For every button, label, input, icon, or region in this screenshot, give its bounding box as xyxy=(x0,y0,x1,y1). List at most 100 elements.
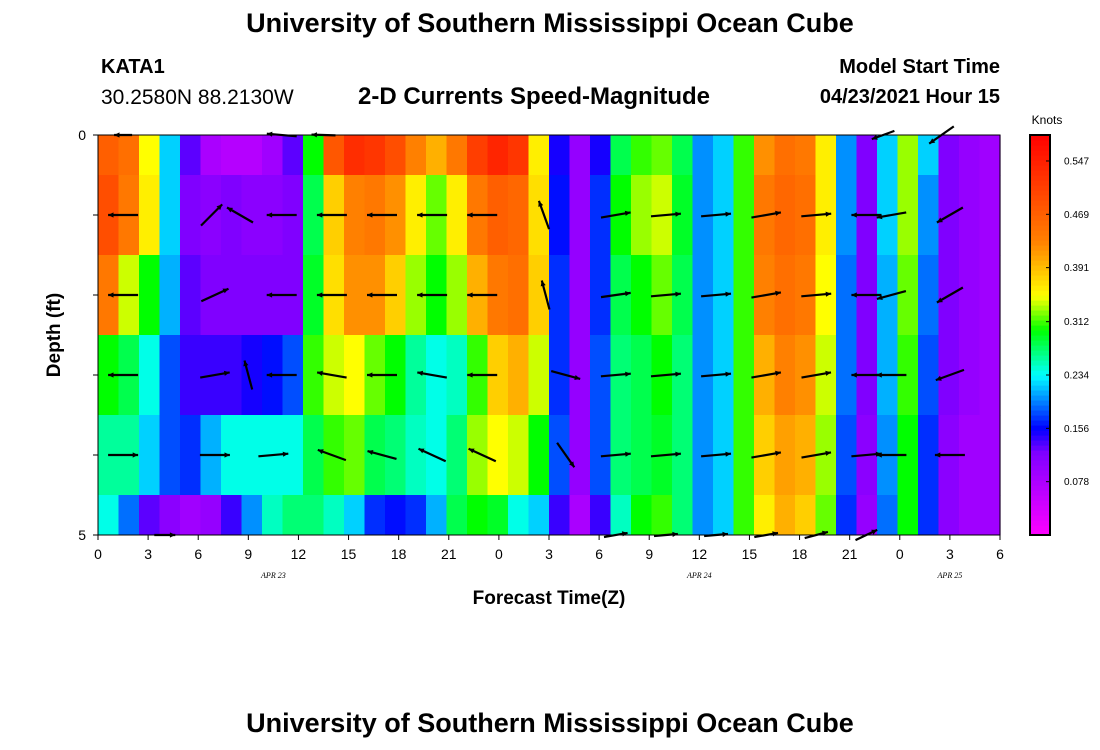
current-vector xyxy=(751,210,782,219)
heatmap-cell xyxy=(303,415,325,496)
colorbar-segment xyxy=(1030,410,1050,416)
current-vector xyxy=(266,131,297,138)
colorbar-segment xyxy=(1030,420,1050,426)
heatmap-cell xyxy=(774,415,796,496)
current-vector xyxy=(468,447,497,463)
heatmap-cell xyxy=(344,135,366,176)
heatmap-cell xyxy=(241,335,263,416)
heatmap-layer xyxy=(98,135,1001,536)
colorbar-segment xyxy=(1030,280,1050,286)
heatmap-cell xyxy=(139,135,161,176)
current-vector xyxy=(537,200,551,230)
heatmap-cell xyxy=(405,255,427,336)
heatmap-cell xyxy=(426,135,448,176)
colorbar-segment xyxy=(1030,405,1050,411)
heatmap-cell xyxy=(979,335,1001,416)
station-id: KATA1 xyxy=(101,56,165,78)
heatmap-cell xyxy=(446,135,468,176)
heatmap-cell xyxy=(631,175,653,256)
heatmap-cell xyxy=(836,335,858,416)
heatmap-cell xyxy=(426,415,448,496)
heatmap-cell xyxy=(815,415,837,496)
heatmap-cell xyxy=(651,495,673,536)
colorbar-segment xyxy=(1030,310,1050,316)
axes: 0 3 6 9 12 15 18 21 0 3 6 9 12 15 18 21 0 3 6 APR 23 APR 24 A… xyxy=(78,127,1004,580)
heatmap-cell xyxy=(508,255,530,336)
heatmap-cell xyxy=(918,335,940,416)
heatmap-cell xyxy=(590,255,612,336)
colorbar-segment xyxy=(1030,510,1050,516)
heatmap-cell xyxy=(549,415,571,496)
current-vector xyxy=(851,212,882,218)
current-vector xyxy=(316,370,347,379)
colorbar-segment xyxy=(1030,500,1050,506)
heatmap-cell xyxy=(405,415,427,496)
heatmap-cell xyxy=(918,175,940,256)
heatmap-cell xyxy=(610,135,632,176)
colorbar-segment xyxy=(1030,335,1050,341)
heatmap-cell xyxy=(569,175,591,256)
x-tick-label: 6 xyxy=(595,546,603,562)
heatmap-cell xyxy=(815,335,837,416)
current-vector xyxy=(600,291,631,299)
current-vector xyxy=(199,452,230,458)
current-vector xyxy=(108,452,139,458)
heatmap-cell xyxy=(159,175,181,256)
heatmap-cell xyxy=(610,175,632,256)
colorbar-segment xyxy=(1030,235,1050,241)
colorbar-segment xyxy=(1030,270,1050,276)
footer-title: University of Southern Mississippi Ocean… xyxy=(246,708,854,738)
heatmap-cell xyxy=(569,335,591,416)
x-tick-label: 9 xyxy=(645,546,653,562)
current-vector xyxy=(935,368,965,382)
heatmap-cell xyxy=(344,255,366,336)
date-label: APR 23 xyxy=(260,571,286,580)
colorbar-segment xyxy=(1030,245,1050,251)
colorbar-tick-label: 0.391 xyxy=(1064,263,1089,274)
heatmap-cell xyxy=(508,175,530,256)
heatmap-cell xyxy=(918,255,940,336)
heatmap-cell xyxy=(180,495,202,536)
colorbar-segment xyxy=(1030,195,1050,201)
x-tick-label: 0 xyxy=(94,546,102,562)
heatmap-cell xyxy=(241,175,263,256)
colorbar-segment xyxy=(1030,390,1050,396)
heatmap-cell xyxy=(528,415,550,496)
heatmap-cell xyxy=(795,335,817,416)
colorbar-tick-label: 0.156 xyxy=(1064,424,1089,435)
heatmap-cell xyxy=(221,135,243,176)
current-vector xyxy=(701,371,732,378)
heatmap-cell xyxy=(672,335,694,416)
x-axis-label: Forecast Time(Z) xyxy=(473,588,626,609)
y-tick-label: 5 xyxy=(78,527,86,543)
colorbar-segment xyxy=(1030,260,1050,266)
x-tick-label: 21 xyxy=(441,546,457,562)
current-vector xyxy=(226,206,254,224)
heatmap-cell xyxy=(282,415,304,496)
current-vector xyxy=(600,371,631,378)
current-vector xyxy=(556,442,576,468)
heatmap-cell xyxy=(139,255,161,336)
heatmap-cell xyxy=(221,255,243,336)
heatmap-cell xyxy=(241,135,263,176)
heatmap-cell xyxy=(446,495,468,536)
heatmap-cell xyxy=(672,135,694,176)
heatmap-cell xyxy=(897,335,919,416)
heatmap-cell xyxy=(303,255,325,336)
heatmap-cell xyxy=(262,135,284,176)
colorbar-segment xyxy=(1030,305,1050,311)
colorbar-segment xyxy=(1030,465,1050,471)
colorbar-segment xyxy=(1030,300,1050,306)
heatmap-cell xyxy=(446,415,468,496)
heatmap-cell xyxy=(159,495,181,536)
current-vector xyxy=(600,210,631,219)
heatmap-cell xyxy=(508,495,530,536)
current-vector xyxy=(701,291,732,298)
colorbar-segment xyxy=(1030,400,1050,406)
heatmap-cell xyxy=(487,495,509,536)
x-tick-label: 12 xyxy=(692,546,708,562)
colorbar-segment xyxy=(1030,395,1050,401)
colorbar-segment xyxy=(1030,360,1050,366)
heatmap-cell xyxy=(918,495,940,536)
colorbar-segment xyxy=(1030,240,1050,246)
